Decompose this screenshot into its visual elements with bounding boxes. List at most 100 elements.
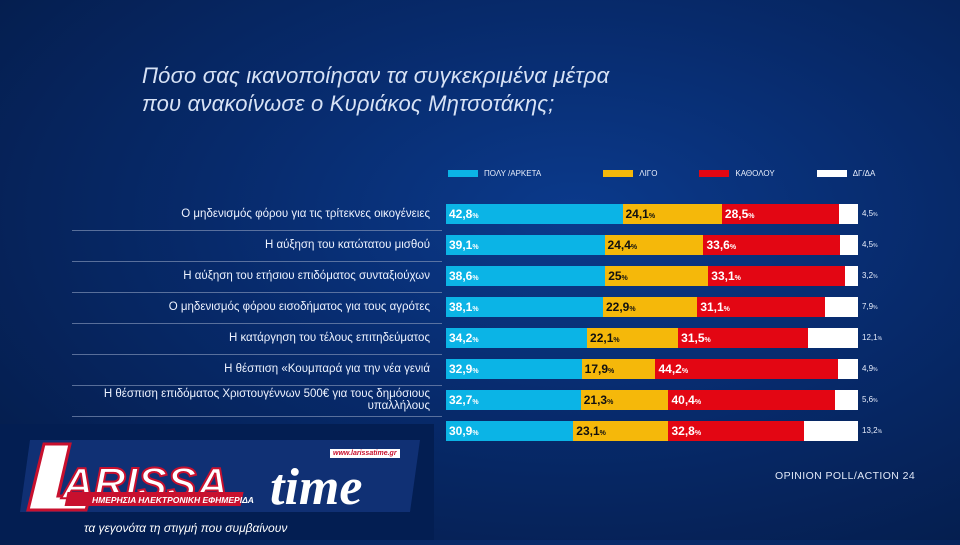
data-label-very: 39,1% [449, 238, 479, 252]
row-divider [72, 385, 442, 386]
bar-segment-none: 33,1% [708, 266, 845, 286]
bar-segment-little: 22,1% [587, 328, 679, 348]
stacked-bar: 30,9% 23,1% 32,8% [446, 421, 858, 441]
logo-url: www.larissatime.gr [330, 449, 400, 458]
category-label: Η αύξηση του κατώτατου μισθού [264, 239, 430, 251]
stacked-bar: 32,7% 21,3% 40,4% [446, 390, 858, 410]
data-label-little: 17,9% [584, 362, 615, 376]
row-divider [72, 323, 442, 324]
data-label-very: 42,8% [449, 207, 479, 221]
chart-row: Η αύξηση του κατώτατου μισθού 39,1% 24,4% 3… [0, 233, 960, 262]
data-label-little: 22,1% [590, 331, 620, 345]
data-label-dk: 12,1% [862, 333, 883, 342]
larissatime-logo-graphic: ARISSA time ΗΜΕΡΗΣΙΑ ΗΛΕΚΤΡΟΝΙΚΗ ΕΦΗΜΕΡΙ… [20, 440, 420, 516]
data-label-little: 24,1% [625, 207, 656, 221]
data-label-dk: 3,2% [862, 271, 878, 280]
bar-segment-none: 31,1% [697, 297, 826, 317]
chart-row: Ο μηδενισμός φόρου εισοδήματος για τους … [0, 295, 960, 324]
source-credit: OPINION POLL/ACTION 24 [775, 470, 916, 482]
bar-segment-dk [803, 421, 858, 441]
data-label-little: 24,4% [607, 238, 638, 252]
bar-segment-little: 24,4% [604, 235, 704, 255]
legend-swatch-little [603, 169, 634, 177]
stacked-bar: 34,2% 22,1% 31,5% [446, 328, 858, 348]
bar-segment-dk [839, 235, 858, 255]
bar-segment-little: 22,9% [602, 297, 698, 317]
bar-segment-little: 24,1% [622, 204, 722, 224]
bar-segment-very: 34,2% [446, 328, 588, 348]
category-label: Ο μηδενισμός φόρου εισοδήματος για τους … [168, 301, 430, 313]
legend-label-none: ΚΑΘΟΛΟΥ [735, 168, 775, 178]
bar-segment-very: 32,9% [446, 359, 582, 379]
data-label-very: 32,7% [449, 393, 479, 407]
bar-segment-little: 17,9% [581, 359, 656, 379]
bar-segment-dk [844, 266, 858, 286]
category-label: Ο μηδενισμός φόρου για τις τρίτεκνες οικ… [181, 208, 430, 220]
stacked-bar: 32,9% 17,9% 44,2% [446, 359, 858, 379]
data-label-none: 40,4% [671, 393, 702, 407]
logo-tagline: τα γεγονότα τη στιγμή που συμβαίνουν [84, 521, 288, 535]
chart-row: Ο μηδενισμός φόρου για τις τρίτεκνες οικ… [0, 202, 960, 231]
data-label-little: 23,1% [576, 424, 606, 438]
legend-item-none: ΚΑΘΟΛΟΥ [699, 168, 775, 178]
chart-row: 30,9% 23,1% 32,8% 13,2% [0, 419, 960, 443]
bar-segment-little: 23,1% [573, 421, 669, 441]
chart-legend: ΠΟΛΥ /ΑΡΚΕΤΑ ΛΙΓΟ ΚΑΘΟΛΟΥ ΔΓ/ΔΑ [448, 166, 875, 180]
bar-segment-very: 30,9% [446, 421, 574, 441]
data-label-dk: 7,9% [862, 302, 878, 311]
chart-row: Η θέσπιση «Κουμπαρά για την νέα γενιά 32,… [0, 357, 960, 386]
data-label-none: 44,2% [658, 362, 689, 376]
chart-row: Η θέσπιση επιδόματος Χριστουγέννων 500€ … [0, 388, 960, 417]
row-divider [72, 292, 442, 293]
stacked-bar: 38,1% 22,9% 31,1% [446, 297, 858, 317]
stacked-bar: 38,6% 25% 33,1% [446, 266, 858, 286]
bar-segment-none: 40,4% [668, 390, 835, 410]
chart-title-line-2: που ανακοίνωσε ο Κυριάκος Μητσοτάκης; [142, 91, 555, 116]
row-divider [72, 416, 442, 417]
row-divider [72, 230, 442, 231]
chart-row: Η αύξηση του ετήσιου επιδόματος συνταξιο… [0, 264, 960, 293]
legend-item-dk: ΔΓ/ΔΑ [816, 168, 876, 178]
larissatime-logo: ARISSA time ΗΜΕΡΗΣΙΑ ΗΛΕΚΤΡΟΝΙΚΗ ΕΦΗΜΕΡΙ… [0, 424, 434, 540]
bar-segment-dk [837, 359, 858, 379]
category-label: Η αύξηση του ετήσιου επιδόματος συνταξιο… [183, 270, 430, 282]
data-label-none: 31,1% [700, 300, 730, 314]
logo-subtitle: ΗΜΕΡΗΣΙΑ ΗΛΕΚΤΡΟΝΙΚΗ ΕΦΗΜΕΡΙΔΑ [92, 495, 254, 505]
bar-segment-dk [825, 297, 858, 317]
data-label-dk: 5,6% [862, 395, 878, 404]
data-label-little: 25% [608, 269, 628, 283]
legend-swatch-very [448, 169, 478, 177]
row-divider [72, 354, 442, 355]
bar-segment-none: 32,8% [668, 421, 804, 441]
category-label: Η κατάργηση του τέλους επιτηδεύματος [228, 332, 430, 344]
chart-title: Πόσο σας ικανοποίησαν τα συγκεκριμένα μέ… [142, 62, 782, 118]
bar-segment-very: 32,7% [446, 390, 581, 410]
legend-item-little: ΛΙΓΟ [603, 169, 657, 178]
data-label-dk: 4,5% [862, 240, 878, 249]
data-label-none: 31,5% [681, 331, 711, 345]
bar-segment-very: 38,6% [446, 266, 606, 286]
data-label-very: 30,9% [449, 424, 479, 438]
data-label-none: 32,8% [671, 424, 702, 438]
data-label-none: 28,5% [724, 207, 755, 221]
row-divider [72, 261, 442, 262]
legend-item-very: ΠΟΛΥ /ΑΡΚΕΤΑ [448, 169, 541, 178]
legend-label-very: ΠΟΛΥ /ΑΡΚΕΤΑ [484, 168, 542, 178]
bar-segment-none: 31,5% [678, 328, 809, 348]
data-label-very: 32,9% [449, 362, 479, 376]
data-label-very: 38,6% [449, 269, 479, 283]
data-label-dk: 13,2% [862, 426, 883, 435]
legend-swatch-none [699, 169, 730, 177]
legend-label-dk: ΔΓ/ΔΑ [852, 168, 876, 178]
bar-segment-little: 25% [605, 266, 709, 286]
category-label: Η θέσπιση «Κουμπαρά για την νέα γενιά [224, 363, 430, 375]
stacked-bar: 42,8% 24,1% 28,5% [446, 204, 858, 224]
data-label-very: 34,2% [449, 331, 479, 345]
bar-segment-dk [808, 328, 858, 348]
bar-segment-none: 28,5% [721, 204, 840, 224]
bar-segment-very: 38,1% [446, 297, 603, 317]
data-label-very: 38,1% [449, 300, 479, 314]
data-label-none: 33,6% [706, 238, 737, 252]
data-label-dk: 4,5% [862, 209, 878, 218]
chart-title-line-1: Πόσο σας ικανοποίησαν τα συγκεκριμένα μέ… [142, 63, 610, 88]
